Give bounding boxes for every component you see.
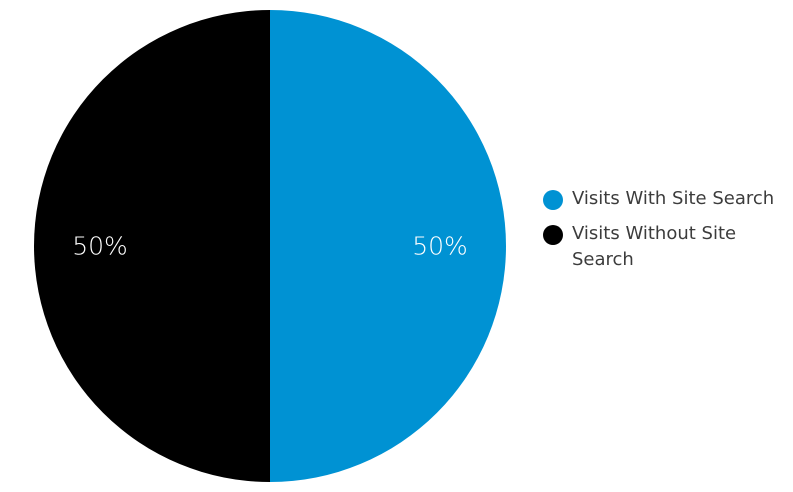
pie-slice-0[interactable]	[270, 10, 506, 482]
legend-item-without-site-search[interactable]: Visits Without Site Search	[543, 221, 783, 273]
pie-slice-1[interactable]	[34, 10, 270, 482]
legend-label: Visits Without Site Search	[572, 223, 737, 270]
chart-legend: Visits With Site Search Visits Without S…	[543, 186, 783, 282]
legend-swatch-with-site-search	[543, 190, 563, 210]
legend-swatch-without-site-search	[543, 225, 563, 245]
pie-slices	[34, 10, 506, 482]
legend-item-with-site-search[interactable]: Visits With Site Search	[543, 186, 783, 212]
pie-value-label-0: 50%	[412, 232, 468, 261]
pie-value-label-1: 50%	[72, 232, 128, 261]
pie-value-labels: 50% 50%	[72, 232, 468, 261]
legend-label: Visits With Site Search	[572, 188, 775, 209]
